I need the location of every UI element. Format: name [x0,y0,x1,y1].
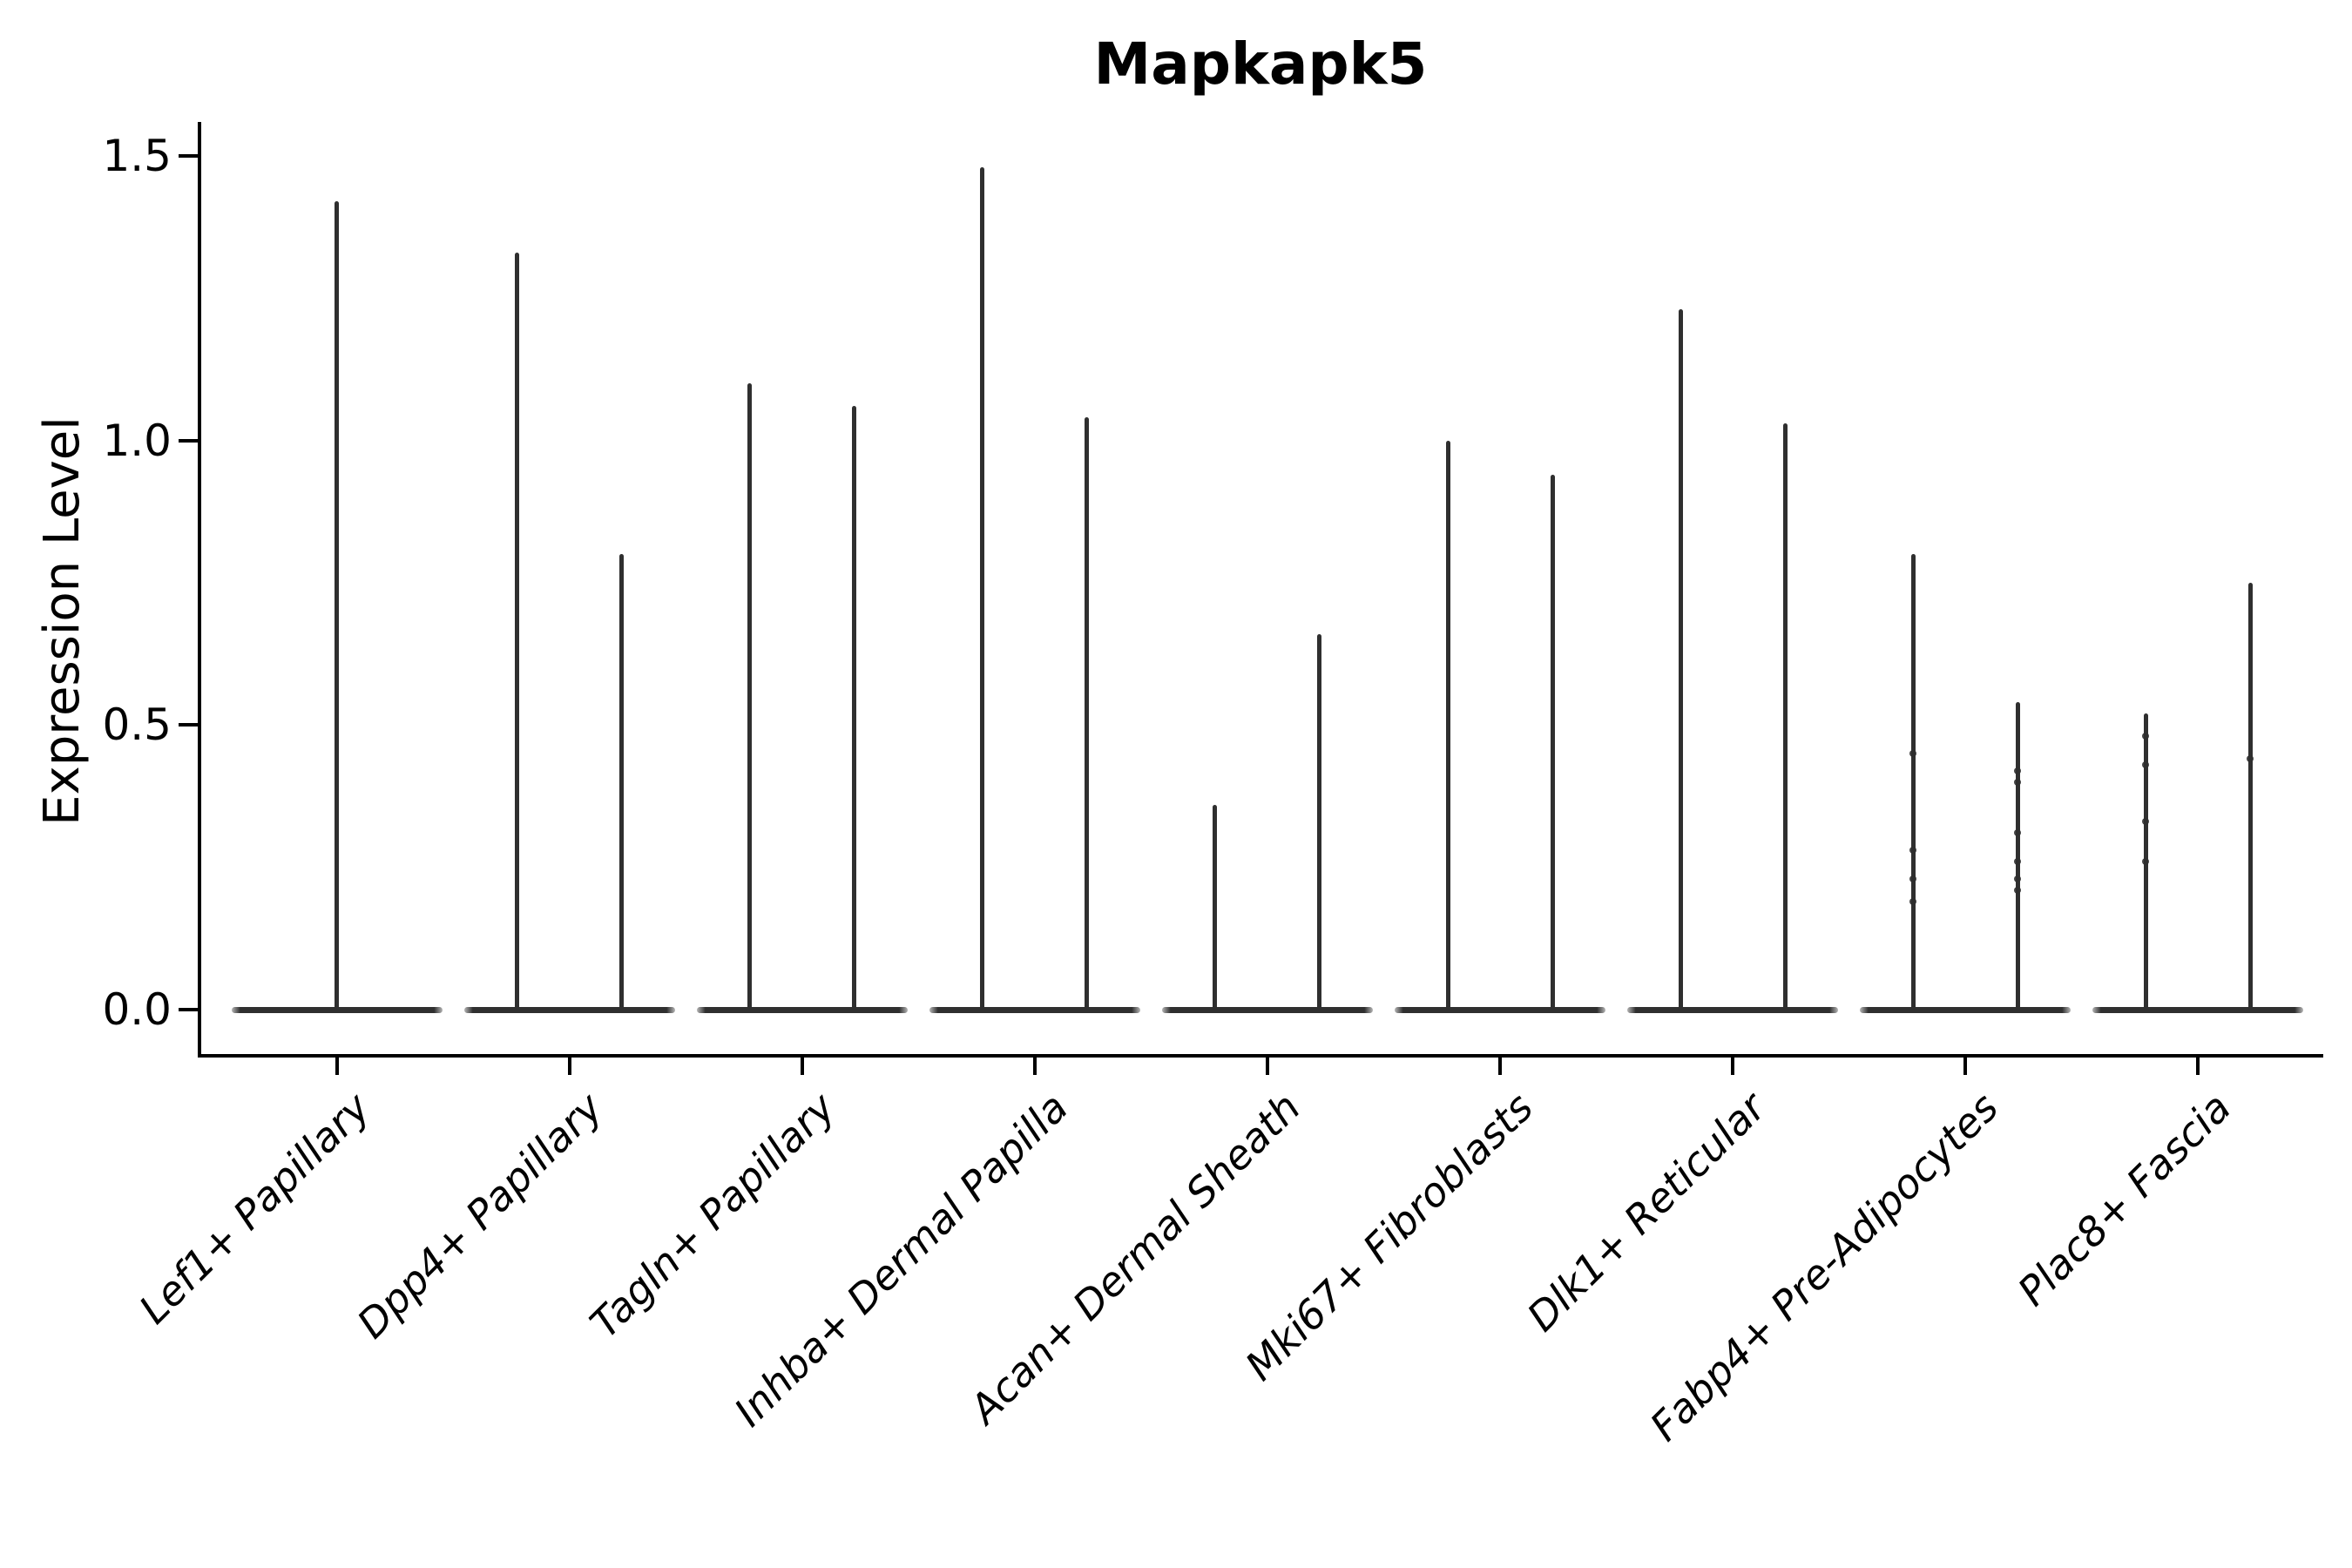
y-tick-mark [179,723,199,727]
violin-spike [980,166,985,1010]
violin-spike [1213,804,1218,1010]
violin-spike [1910,554,1916,1010]
chart-title: Mapkapk5 [1093,30,1428,98]
jitter-dot [2247,755,2254,763]
y-tick-mark [179,153,199,158]
violin-spike [1445,440,1450,1010]
violin-spike [335,201,339,1010]
violin-base [231,1007,443,1013]
y-tick-mark [179,438,199,443]
violin-spike [1782,422,1788,1010]
x-axis-line [198,1054,2323,1058]
x-tick-mark [1032,1056,1037,1075]
x-tick-mark [800,1056,804,1075]
y-tick-label: 0.0 [102,984,172,1035]
violin-base [2092,1007,2304,1013]
violin-base [1161,1007,1373,1013]
x-tick-mark [567,1056,571,1075]
jitter-dot [1909,897,1917,905]
jitter-dot [2014,886,2022,894]
violin-base [1860,1007,2072,1013]
violin-spike [515,252,520,1010]
y-tick-label: 1.0 [102,415,172,466]
jitter-dot [2014,767,2022,774]
x-tick-mark [1265,1056,1269,1075]
violin-spike [852,406,857,1010]
violin-spike [619,554,625,1010]
x-tick-mark [1963,1056,1968,1075]
violin-spike [1085,417,1090,1010]
violin-base [929,1007,1140,1013]
jitter-dot [2014,875,2022,882]
jitter-dot [2142,858,2150,866]
jitter-dot [2142,733,2150,740]
violin-spike [2247,582,2253,1010]
y-tick-label: 0.5 [102,700,172,751]
violin-base [463,1007,675,1013]
jitter-dot [1909,749,1917,757]
y-tick-label: 1.5 [102,130,172,181]
x-tick-mark [1731,1056,1735,1075]
jitter-dot [1909,847,1917,855]
jitter-dot [1909,875,1917,882]
jitter-dot [2014,829,2022,837]
x-tick-mark [2196,1056,2200,1075]
jitter-dot [2014,858,2022,866]
violin-spike [1678,309,1683,1010]
x-tick-mark [1498,1056,1502,1075]
violin-spike [1317,633,1322,1010]
violin-base [696,1007,908,1013]
y-axis-line [198,122,201,1058]
violin-base [1627,1007,1839,1013]
jitter-dot [2014,778,2022,786]
y-axis-title: Expression Level [34,416,91,826]
y-tick-mark [179,1008,199,1011]
x-tick-mark [335,1056,339,1075]
violin-spike [2015,702,2020,1010]
violin-spike [747,383,753,1010]
violin-spike [1550,474,1555,1010]
jitter-dot [2142,760,2150,768]
jitter-dot [2142,818,2150,826]
violin-base [1395,1007,1605,1013]
